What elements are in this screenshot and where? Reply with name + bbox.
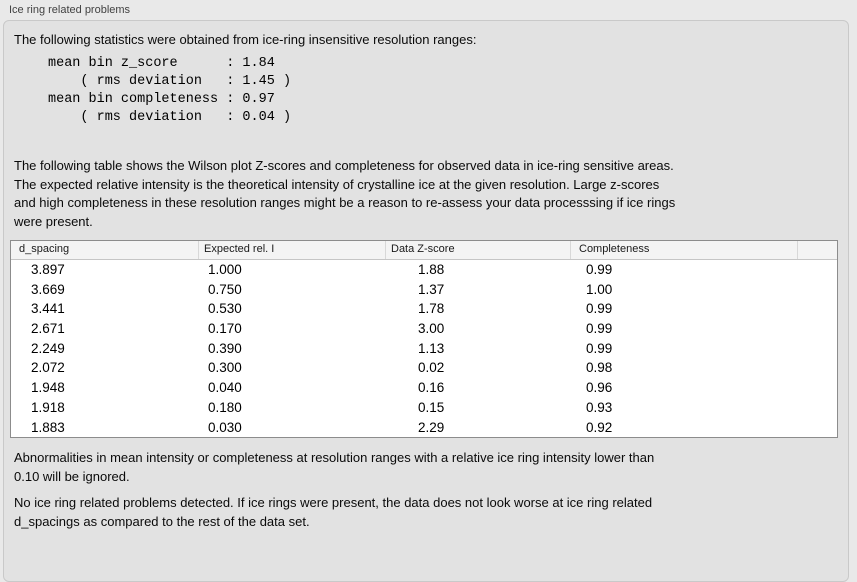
table-cell: 0.92 (586, 419, 613, 435)
table-row[interactable]: 1.918 0.180 0.15 0.93 (11, 397, 837, 418)
table-cell: 0.98 (586, 360, 613, 376)
table-cell: 0.15 (418, 399, 445, 415)
table-cell: 2.671 (31, 321, 65, 337)
table-cell (798, 358, 837, 378)
table-row[interactable]: 3.441 0.530 1.78 0.99 (11, 299, 837, 320)
table-cell: 0.030 (208, 419, 242, 435)
panel-title: Ice ring related problems (9, 4, 131, 16)
ice-ring-table: d_spacing Expected rel. I Data Z-score Comp… (10, 240, 838, 439)
column-header-blank[interactable] (798, 241, 837, 259)
table-cell: 0.93 (586, 399, 613, 415)
table-body: 3.897 1.000 1.88 0.99 3.669 0.750 1.37 1.00 3.44… (11, 260, 837, 438)
table-cell: 1.918 (31, 399, 65, 415)
table-cell: 0.300 (208, 360, 242, 376)
table-row[interactable]: 3.897 1.000 1.88 0.99 (11, 260, 837, 280)
table-cell: 2.29 (418, 419, 445, 435)
table-cell: 0.16 (418, 380, 445, 396)
table-cell (798, 299, 837, 319)
table-cell: 0.99 (586, 321, 613, 337)
table-cell: 0.99 (586, 301, 613, 317)
table-cell: 0.040 (208, 380, 242, 396)
table-cell: 1.948 (31, 380, 65, 396)
intro-text: The following statistics were obtained f… (14, 32, 477, 47)
table-cell (798, 339, 837, 359)
table-cell: 1.78 (418, 301, 445, 317)
stats-block: mean bin z_score : 1.84 ( rms deviation … (48, 56, 292, 125)
table-cell (798, 398, 837, 418)
table-row[interactable]: 2.249 0.390 1.13 0.99 (11, 338, 837, 359)
table-cell: 1.883 (31, 419, 65, 435)
table-row[interactable]: 3.669 0.750 1.37 1.00 (11, 279, 837, 300)
table-cell: 2.249 (31, 340, 65, 356)
table-cell: 3.669 (31, 281, 65, 297)
conclusion-text: No ice ring related problems detected. I… (14, 495, 653, 529)
table-cell: 0.99 (586, 340, 613, 356)
ice-ring-report-page: { "panel": { "title": "Ice ring related … (3, 4, 849, 582)
column-header-Data Z-score[interactable]: Data Z-score (386, 241, 571, 259)
table-cell: 1.00 (586, 281, 613, 297)
column-header-d_spacing[interactable]: d_spacing (11, 241, 199, 259)
table-cell: 1.37 (418, 281, 445, 297)
column-header-Completeness[interactable]: Completeness (571, 241, 798, 259)
table-cell (798, 418, 837, 438)
table-cell: 3.00 (418, 321, 445, 337)
table-row[interactable]: 1.948 0.040 0.16 0.96 (11, 378, 837, 398)
table-cell: 0.530 (208, 301, 242, 317)
table-cell: 0.170 (208, 321, 242, 337)
table-cell (798, 280, 837, 300)
ignore-note-text: Abnormalities in mean intensity or compl… (14, 450, 655, 484)
table-cell: 3.441 (31, 301, 65, 317)
table-cell: 1.000 (208, 262, 242, 277)
table-cell: 0.750 (208, 281, 242, 297)
table-row[interactable]: 2.072 0.300 0.02 0.98 (11, 358, 837, 379)
description-text: The following table shows the Wilson plo… (14, 158, 676, 229)
table-row[interactable]: 2.671 0.170 3.00 0.99 (11, 319, 837, 339)
table-cell: 1.88 (418, 262, 445, 277)
table-cell: 1.13 (418, 340, 445, 356)
table-header-row: d_spacing Expected rel. I Data Z-score Comp… (11, 241, 837, 260)
table-cell: 0.390 (208, 340, 242, 356)
table-cell (798, 260, 837, 280)
column-header-Expected rel. I[interactable]: Expected rel. I (199, 241, 386, 259)
table-cell: 0.180 (208, 399, 242, 415)
table-cell (798, 319, 837, 339)
table-cell: 2.072 (31, 360, 65, 376)
table-cell: 3.897 (31, 262, 65, 277)
table-cell (798, 378, 837, 398)
table-cell: 0.99 (586, 262, 613, 277)
table-cell: 0.02 (418, 360, 445, 376)
ice-ring-panel: The following statistics were obtained f… (3, 20, 849, 582)
table-cell: 0.96 (586, 380, 613, 396)
table-row[interactable]: 1.883 0.030 2.29 0.92 (11, 417, 837, 438)
